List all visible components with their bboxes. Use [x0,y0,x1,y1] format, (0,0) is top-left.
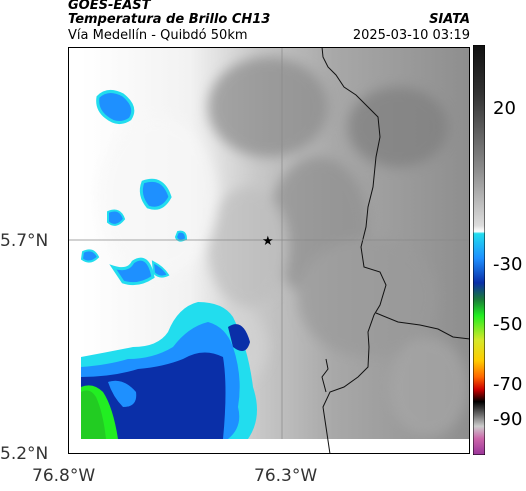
satellite-title: GOES-EAST [68,0,151,13]
lat-label: 5.2°N [0,444,49,464]
colorbar-tick: -90 [493,409,523,430]
temperature-colorbar [473,45,485,455]
borders [321,47,470,454]
timestamp-label: 2025-03-10 03:19 [352,28,470,43]
region-label: Vía Medellín - Quibdó 50km [68,28,248,43]
map-border [68,47,470,454]
brand-label: SIATA [429,12,470,27]
colorbar-tick: 20 [493,98,516,119]
product-title: Temperatura de Brillo CH13 [68,12,271,27]
cold-cloud-patches [80,90,188,286]
lon-label: 76.3°W [254,466,318,486]
colorbar-tick: -70 [493,374,523,395]
lat-label: 5.7°N [0,231,49,251]
left-margin [68,47,81,454]
deep-convection-area [81,302,257,439]
colorbar-tick: -30 [493,254,523,275]
satellite-map[interactable]: ★ [68,47,470,454]
bottom-margin [68,439,470,454]
colorbar-tick: -50 [493,314,523,335]
location-marker-icon: ★ [262,234,274,249]
lon-label: 76.8°W [32,466,96,486]
